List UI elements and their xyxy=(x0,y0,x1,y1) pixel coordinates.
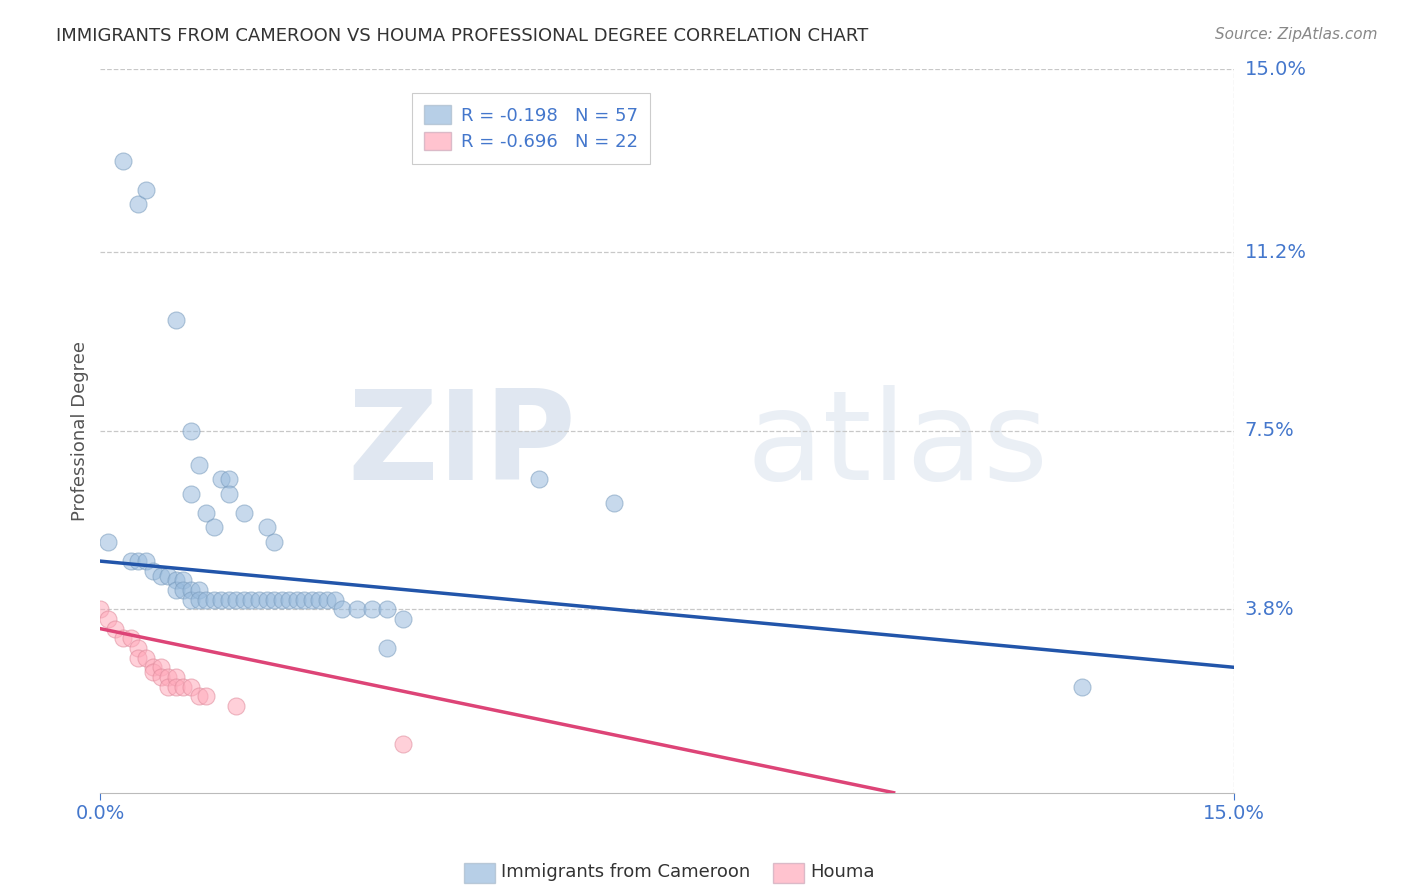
Point xyxy=(285,592,308,607)
Point xyxy=(218,472,240,486)
Text: atlas: atlas xyxy=(747,384,1049,506)
Point xyxy=(209,592,232,607)
Legend: R = -0.198   N = 57, R = -0.696   N = 22: R = -0.198 N = 57, R = -0.696 N = 22 xyxy=(412,93,650,164)
Point xyxy=(316,592,339,607)
Point xyxy=(346,602,368,616)
Point xyxy=(195,689,218,703)
Point xyxy=(165,583,187,598)
Point xyxy=(142,660,165,674)
Text: 15.0%: 15.0% xyxy=(1244,60,1306,78)
Point xyxy=(165,680,187,694)
Point xyxy=(180,486,202,500)
Point xyxy=(97,534,120,549)
Text: 7.5%: 7.5% xyxy=(1244,421,1295,441)
Point xyxy=(142,564,165,578)
Point xyxy=(225,698,247,713)
Point xyxy=(135,554,157,568)
Point xyxy=(256,520,278,534)
Point xyxy=(270,592,292,607)
Point xyxy=(157,670,180,684)
Point xyxy=(142,665,165,679)
Point xyxy=(263,592,285,607)
Point xyxy=(172,583,194,598)
Y-axis label: Professional Degree: Professional Degree xyxy=(72,341,89,521)
Point xyxy=(180,592,202,607)
Point xyxy=(278,592,301,607)
Point xyxy=(202,520,225,534)
Point xyxy=(127,650,149,665)
Point xyxy=(187,592,209,607)
Point xyxy=(292,592,315,607)
Point xyxy=(187,458,209,472)
Point xyxy=(104,622,127,636)
Point xyxy=(247,592,270,607)
Text: 11.2%: 11.2% xyxy=(1244,243,1306,262)
Text: IMMIGRANTS FROM CAMEROON VS HOUMA PROFESSIONAL DEGREE CORRELATION CHART: IMMIGRANTS FROM CAMEROON VS HOUMA PROFES… xyxy=(56,27,869,45)
Point xyxy=(149,660,172,674)
Point xyxy=(157,568,180,582)
Point xyxy=(240,592,263,607)
Point xyxy=(195,506,218,520)
Point xyxy=(218,486,240,500)
Point xyxy=(135,650,157,665)
Point xyxy=(361,602,384,616)
Point xyxy=(1071,680,1094,694)
Text: Houma: Houma xyxy=(810,863,875,881)
Point xyxy=(111,632,134,646)
Point xyxy=(165,313,187,327)
Point xyxy=(172,574,194,588)
Point xyxy=(232,506,254,520)
Point xyxy=(263,534,285,549)
Point xyxy=(232,592,254,607)
Point xyxy=(195,592,218,607)
Text: Source: ZipAtlas.com: Source: ZipAtlas.com xyxy=(1215,27,1378,42)
Point xyxy=(111,153,134,168)
Point xyxy=(218,592,240,607)
Text: 3.8%: 3.8% xyxy=(1244,599,1295,619)
Text: Immigrants from Cameroon: Immigrants from Cameroon xyxy=(501,863,749,881)
Point xyxy=(127,197,149,211)
Point xyxy=(391,612,413,626)
Point xyxy=(89,602,111,616)
Point xyxy=(149,568,172,582)
Point xyxy=(187,583,209,598)
Point xyxy=(127,554,149,568)
Point xyxy=(135,183,157,197)
Point xyxy=(120,554,142,568)
Point xyxy=(209,472,232,486)
Point xyxy=(377,640,399,655)
Point xyxy=(603,496,626,510)
Point xyxy=(527,472,550,486)
Text: ZIP: ZIP xyxy=(347,384,576,506)
Point xyxy=(308,592,330,607)
Point xyxy=(323,592,346,607)
Point xyxy=(97,612,120,626)
Point xyxy=(172,680,194,694)
Point xyxy=(180,583,202,598)
Point xyxy=(330,602,353,616)
Point xyxy=(165,670,187,684)
Point xyxy=(256,592,278,607)
Point xyxy=(180,424,202,438)
Point xyxy=(149,670,172,684)
Point xyxy=(180,680,202,694)
Point xyxy=(225,592,247,607)
Point xyxy=(127,640,149,655)
Point xyxy=(157,680,180,694)
Point xyxy=(187,689,209,703)
Point xyxy=(301,592,323,607)
Point xyxy=(120,632,142,646)
Point xyxy=(202,592,225,607)
Point xyxy=(391,738,413,752)
Point xyxy=(165,574,187,588)
Point xyxy=(377,602,399,616)
